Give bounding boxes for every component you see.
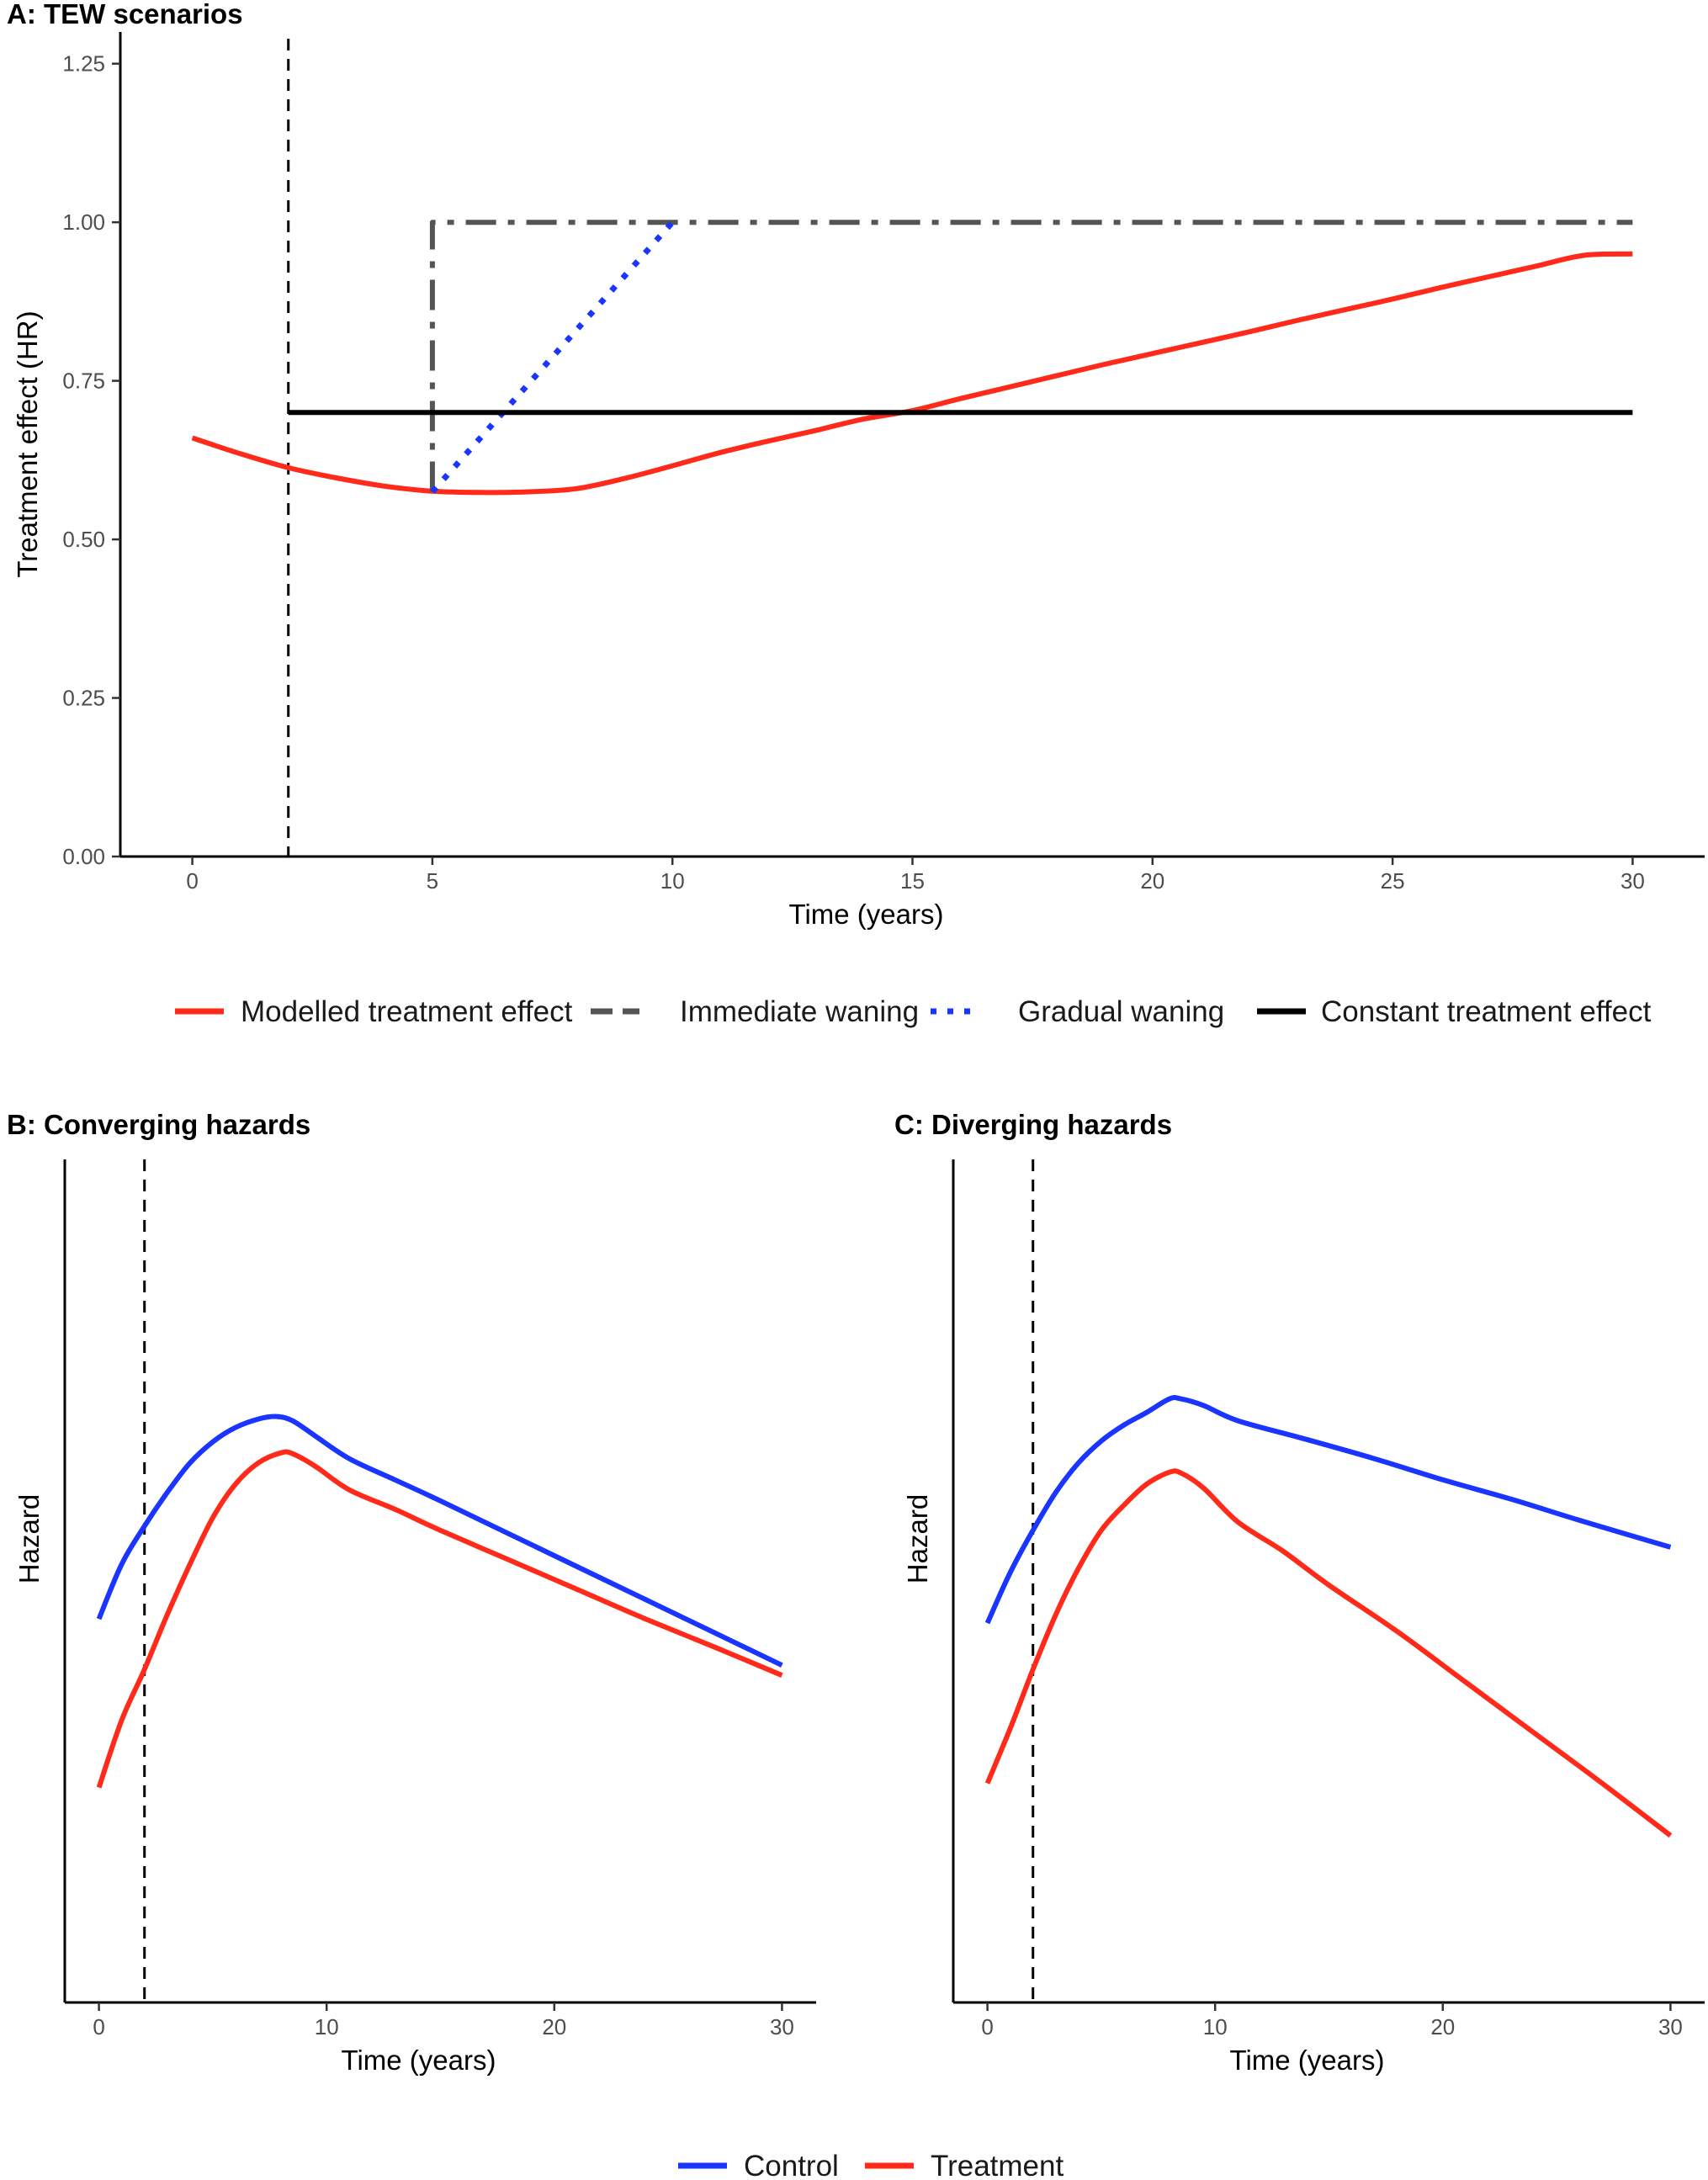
y-axis-title: Treatment effect (HR) xyxy=(12,310,43,577)
legend-label: Control xyxy=(744,2150,839,2180)
x-tick-label: 10 xyxy=(660,868,685,894)
x-tick-label: 20 xyxy=(542,2014,566,2039)
panel-title: B: Converging hazards xyxy=(7,1109,310,1140)
y-tick-label: 0.25 xyxy=(62,686,105,711)
x-tick-label: 25 xyxy=(1381,868,1405,894)
x-axis-title: Time (years) xyxy=(1230,2045,1385,2076)
legend-label: Treatment xyxy=(931,2150,1064,2180)
y-tick-label: 0.50 xyxy=(62,527,105,552)
panel-a: A: TEW scenarios 0 5 10 15 20 25 30 0.00 0.25 0.50… xyxy=(7,0,1705,930)
series-line-control xyxy=(96,1414,783,1668)
legend-a: Modelled treatment effect Immediate wanin… xyxy=(175,995,1652,1028)
x-tick-label: 30 xyxy=(1620,868,1645,894)
panel-title: A: TEW scenarios xyxy=(7,0,243,29)
y-axis-title: Hazard xyxy=(902,1494,933,1583)
x-tick-label: 10 xyxy=(1203,2014,1228,2039)
y-tick-label: 0.00 xyxy=(62,844,105,869)
x-tick-label: 20 xyxy=(1140,868,1164,894)
x-tick-label: 30 xyxy=(770,2014,794,2039)
series-line-immediate-waning xyxy=(429,220,1633,492)
panel-title: C: Diverging hazards xyxy=(894,1109,1172,1140)
y-tick-label: 1.00 xyxy=(62,210,105,235)
x-tick-label: 0 xyxy=(981,2014,993,2039)
x-tick-label: 10 xyxy=(315,2014,339,2039)
legend-label: Gradual waning xyxy=(1018,995,1224,1028)
x-tick-label: 0 xyxy=(93,2014,104,2039)
x-tick-label: 30 xyxy=(1658,2014,1683,2039)
series-line-treatment xyxy=(984,1468,1673,1838)
x-tick-label: 20 xyxy=(1430,2014,1455,2039)
series-line-modelled-treatment-effect xyxy=(191,251,1633,496)
x-tick-label: 15 xyxy=(900,868,925,894)
series-line-treatment xyxy=(96,1449,783,1789)
y-tick-label: 1.25 xyxy=(62,51,105,77)
legend-label: Modelled treatment effect xyxy=(241,995,573,1028)
x-tick-label: 0 xyxy=(186,868,198,894)
series-line-control xyxy=(984,1395,1672,1625)
legend-bc: Control Treatment xyxy=(678,2150,1064,2180)
panel-b: B: Converging hazards 0 10 20 30 Time (years)… xyxy=(7,1109,816,2076)
panel-c: C: Diverging hazards 0 10 20 30 Time (years) H… xyxy=(894,1109,1705,2076)
x-axis-title: Time (years) xyxy=(789,899,944,930)
y-tick-label: 0.75 xyxy=(62,369,105,394)
legend-label: Constant treatment effect xyxy=(1321,995,1652,1028)
series-line-gradual-waning xyxy=(430,220,675,494)
x-axis-title: Time (years) xyxy=(342,2045,496,2076)
x-tick-label: 5 xyxy=(427,868,438,894)
y-axis-title: Hazard xyxy=(13,1494,45,1583)
legend-label: Immediate waning xyxy=(680,995,919,1028)
